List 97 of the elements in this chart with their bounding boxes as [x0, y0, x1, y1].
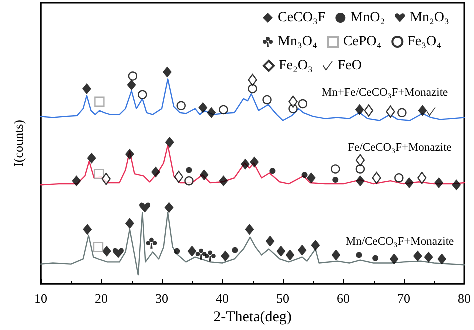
annotation: Fe/CeCO₃F+Monazite	[348, 142, 452, 154]
point	[93, 242, 104, 252]
point	[413, 250, 422, 262]
point	[83, 224, 92, 236]
point	[72, 176, 82, 187]
point	[219, 105, 228, 115]
point	[302, 172, 308, 178]
point	[162, 66, 172, 78]
x-tick-label: 80	[458, 291, 471, 306]
x-tick-label: 10	[34, 291, 48, 306]
point	[174, 170, 184, 184]
x-tick-label: 70	[398, 291, 410, 306]
x-tick-label: 40	[216, 291, 229, 306]
point	[87, 152, 96, 164]
point	[248, 84, 258, 94]
x-axis-title: 2-Theta(deg)	[214, 310, 292, 326]
point	[424, 252, 434, 263]
point	[176, 101, 186, 111]
point	[198, 102, 208, 114]
x-tick-label: 60	[337, 291, 350, 306]
point	[184, 176, 194, 186]
point	[262, 95, 272, 105]
legend-label: MnO₂	[350, 10, 386, 26]
point	[186, 167, 192, 174]
point	[196, 248, 207, 260]
point	[146, 238, 158, 249]
point	[276, 246, 286, 257]
point	[204, 250, 216, 262]
point	[426, 107, 436, 116]
point	[306, 172, 316, 184]
point	[125, 148, 134, 160]
point	[418, 172, 427, 184]
annotation: Mn/CeCO₃F+Monazite	[346, 236, 454, 248]
point	[138, 90, 148, 100]
point	[332, 250, 341, 261]
point	[219, 176, 228, 187]
point	[221, 250, 230, 262]
point	[82, 83, 92, 94]
point	[266, 236, 275, 247]
point	[164, 202, 174, 214]
point	[207, 107, 216, 118]
point	[125, 218, 134, 230]
point	[311, 240, 320, 251]
point	[390, 254, 399, 265]
legend-label: CePO₄	[343, 34, 382, 50]
legend-label: Mn₂O₃	[410, 10, 450, 26]
point	[127, 80, 136, 91]
point	[112, 248, 124, 258]
point	[188, 246, 197, 257]
point	[452, 180, 462, 191]
point	[140, 202, 151, 213]
point	[250, 156, 260, 168]
y-axis-title: I(counts)	[11, 120, 26, 167]
x-tick-label: 20	[95, 291, 108, 306]
point	[94, 96, 105, 107]
point	[288, 96, 298, 108]
point	[298, 244, 307, 256]
point	[372, 255, 379, 262]
point	[418, 105, 428, 116]
point	[372, 172, 382, 184]
point	[434, 177, 444, 188]
legend-label: Fe₂O₃	[279, 58, 313, 74]
point	[286, 250, 295, 261]
point	[94, 169, 104, 180]
point	[232, 247, 238, 254]
point	[438, 254, 447, 265]
x-tick-label: 50	[276, 291, 290, 306]
point	[386, 106, 396, 118]
point	[356, 154, 366, 166]
point	[102, 246, 112, 257]
point	[174, 248, 180, 254]
point	[102, 173, 111, 186]
point	[331, 164, 340, 174]
legend-label: Fe₃O₄	[408, 34, 442, 50]
point	[356, 176, 365, 187]
point	[356, 252, 362, 258]
point	[248, 74, 258, 86]
point	[398, 108, 407, 118]
point	[151, 166, 160, 178]
point	[404, 177, 414, 188]
point	[364, 104, 374, 117]
point	[298, 99, 308, 109]
annotation: Mn+Fe/CeCO₃F+Monazite	[322, 87, 448, 99]
point	[332, 177, 339, 184]
point	[355, 104, 364, 116]
legend-label: Mn₃O₄	[278, 34, 318, 50]
point	[356, 164, 366, 174]
point	[270, 168, 276, 174]
point	[245, 224, 254, 236]
point	[165, 137, 174, 148]
point	[128, 72, 138, 81]
point	[394, 174, 404, 183]
legend-label: FeO	[338, 58, 362, 74]
point	[200, 170, 209, 181]
legend-label: CeCO₃F	[278, 10, 326, 26]
point	[240, 158, 250, 170]
x-tick-label: 30	[156, 291, 168, 306]
